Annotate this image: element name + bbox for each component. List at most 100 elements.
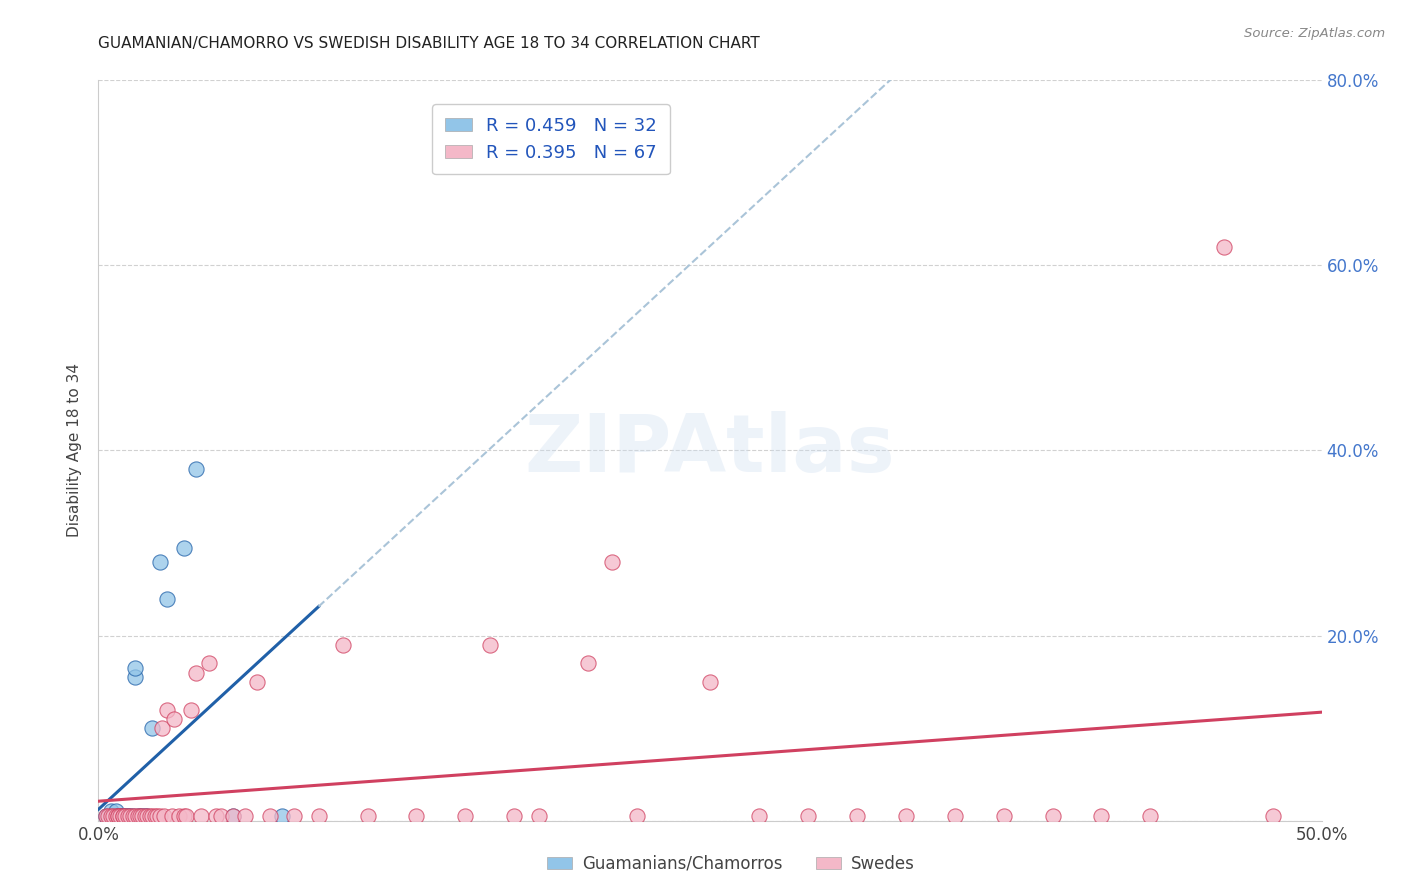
Point bbox=[478, 638, 501, 652]
Point bbox=[127, 809, 149, 823]
Point bbox=[156, 703, 179, 717]
Point bbox=[222, 809, 245, 823]
Point bbox=[107, 809, 129, 823]
Point bbox=[111, 809, 134, 823]
Point bbox=[173, 809, 195, 823]
Point bbox=[134, 809, 156, 823]
Point bbox=[120, 809, 142, 823]
Point bbox=[156, 591, 179, 606]
Point bbox=[100, 809, 122, 823]
Point bbox=[259, 809, 281, 823]
Point bbox=[136, 809, 159, 823]
Point bbox=[101, 809, 124, 823]
Point bbox=[139, 809, 162, 823]
Point bbox=[163, 712, 186, 726]
Point bbox=[110, 809, 132, 823]
Point bbox=[190, 809, 212, 823]
Point bbox=[117, 809, 139, 823]
Point bbox=[176, 809, 198, 823]
Point bbox=[150, 721, 173, 735]
Point bbox=[110, 809, 132, 823]
Y-axis label: Disability Age 18 to 34: Disability Age 18 to 34 bbox=[67, 363, 83, 538]
Point bbox=[111, 809, 134, 823]
Point bbox=[143, 809, 166, 823]
Point bbox=[1261, 809, 1284, 823]
Point bbox=[111, 809, 134, 823]
Text: GUAMANIAN/CHAMORRO VS SWEDISH DISABILITY AGE 18 TO 34 CORRELATION CHART: GUAMANIAN/CHAMORRO VS SWEDISH DISABILITY… bbox=[98, 36, 761, 51]
Point bbox=[94, 809, 117, 823]
Point bbox=[527, 809, 550, 823]
Point bbox=[180, 703, 202, 717]
Point bbox=[124, 670, 146, 684]
Point bbox=[600, 554, 623, 569]
Point bbox=[356, 809, 378, 823]
Point bbox=[94, 809, 117, 823]
Point bbox=[107, 809, 129, 823]
Point bbox=[308, 809, 330, 823]
Point bbox=[209, 809, 232, 823]
Point bbox=[405, 809, 427, 823]
Point bbox=[186, 462, 208, 476]
Point bbox=[233, 809, 256, 823]
Point bbox=[1139, 809, 1161, 823]
Point bbox=[993, 809, 1015, 823]
Point bbox=[141, 721, 163, 735]
Point bbox=[222, 809, 245, 823]
Point bbox=[160, 809, 183, 823]
Point bbox=[134, 809, 156, 823]
Point bbox=[114, 809, 136, 823]
Point bbox=[173, 541, 195, 555]
Point bbox=[100, 809, 122, 823]
Point bbox=[1090, 809, 1112, 823]
Point bbox=[104, 809, 127, 823]
Point bbox=[186, 665, 208, 680]
Legend: R = 0.459   N = 32, R = 0.395   N = 67: R = 0.459 N = 32, R = 0.395 N = 67 bbox=[432, 104, 669, 175]
Point bbox=[101, 809, 124, 823]
Point bbox=[503, 809, 526, 823]
Point bbox=[136, 809, 159, 823]
Point bbox=[107, 809, 129, 823]
Point bbox=[149, 809, 172, 823]
Point bbox=[107, 809, 129, 823]
Point bbox=[626, 809, 648, 823]
Point bbox=[270, 809, 294, 823]
Point bbox=[205, 809, 228, 823]
Text: Source: ZipAtlas.com: Source: ZipAtlas.com bbox=[1244, 27, 1385, 40]
Point bbox=[894, 809, 917, 823]
Point bbox=[197, 657, 219, 671]
Text: ZIPAtlas: ZIPAtlas bbox=[524, 411, 896, 490]
Point bbox=[283, 809, 305, 823]
Point bbox=[120, 809, 142, 823]
Point bbox=[129, 809, 152, 823]
Point bbox=[129, 809, 152, 823]
Point bbox=[845, 809, 868, 823]
Point bbox=[111, 809, 134, 823]
Point bbox=[114, 809, 136, 823]
Point bbox=[97, 809, 120, 823]
Point bbox=[332, 638, 354, 652]
Point bbox=[167, 809, 190, 823]
Point bbox=[100, 805, 122, 819]
Point bbox=[454, 809, 477, 823]
Point bbox=[246, 674, 269, 689]
Point bbox=[121, 809, 143, 823]
Point bbox=[121, 809, 143, 823]
Point bbox=[797, 809, 820, 823]
Point bbox=[149, 554, 172, 569]
Point bbox=[141, 809, 163, 823]
Point bbox=[1042, 809, 1064, 823]
Point bbox=[943, 809, 966, 823]
Point bbox=[748, 809, 770, 823]
Point bbox=[124, 661, 146, 675]
Point bbox=[127, 809, 149, 823]
Point bbox=[699, 674, 721, 689]
Point bbox=[1212, 240, 1234, 254]
Legend: Guamanians/Chamorros, Swedes: Guamanians/Chamorros, Swedes bbox=[540, 848, 922, 880]
Point bbox=[117, 809, 139, 823]
Point bbox=[153, 809, 176, 823]
Point bbox=[124, 809, 146, 823]
Point bbox=[111, 809, 134, 823]
Point bbox=[146, 809, 169, 823]
Point bbox=[131, 809, 153, 823]
Point bbox=[104, 809, 127, 823]
